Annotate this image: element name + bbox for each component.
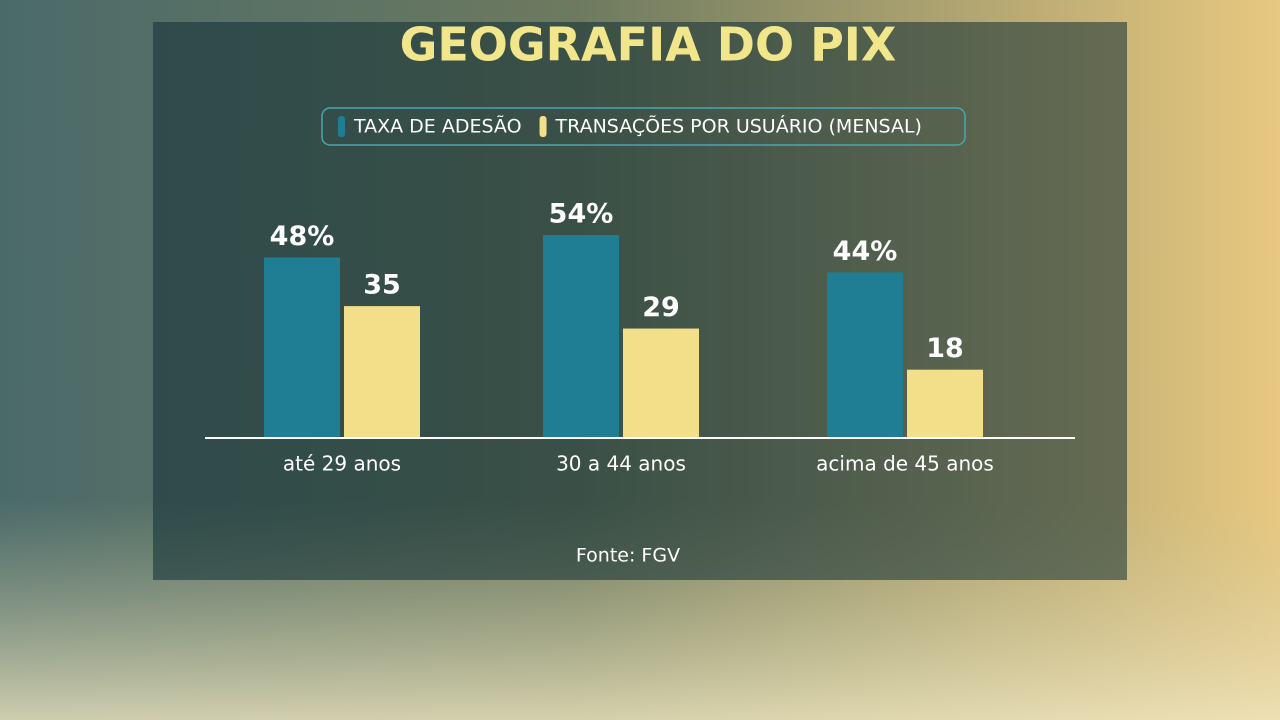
chart-title: GEOGRAFIA DO PIX — [400, 18, 897, 72]
x-tick-label: 30 a 44 anos — [556, 452, 686, 476]
bar — [344, 306, 420, 437]
value-label: 48% — [270, 221, 335, 252]
legend-label: TRANSAÇÕES POR USUÁRIO (MENSAL) — [555, 115, 922, 138]
x-tick-label: até 29 anos — [283, 452, 401, 476]
x-tick-label: acima de 45 anos — [816, 452, 994, 476]
value-label: 54% — [549, 199, 614, 230]
legend-swatch — [338, 116, 345, 137]
value-label: 44% — [833, 236, 898, 267]
legend-box — [321, 107, 966, 146]
bar — [827, 272, 903, 437]
legend-swatch — [539, 116, 547, 137]
bar — [907, 369, 983, 437]
value-label: 18 — [926, 333, 964, 364]
bar — [264, 257, 340, 437]
bar — [623, 328, 699, 437]
bar — [543, 235, 619, 437]
source: Fonte: FGV — [576, 545, 680, 567]
value-label: 29 — [642, 292, 680, 323]
legend-label: TAXA DE ADESÃO — [353, 115, 522, 138]
value-label: 35 — [363, 270, 401, 301]
